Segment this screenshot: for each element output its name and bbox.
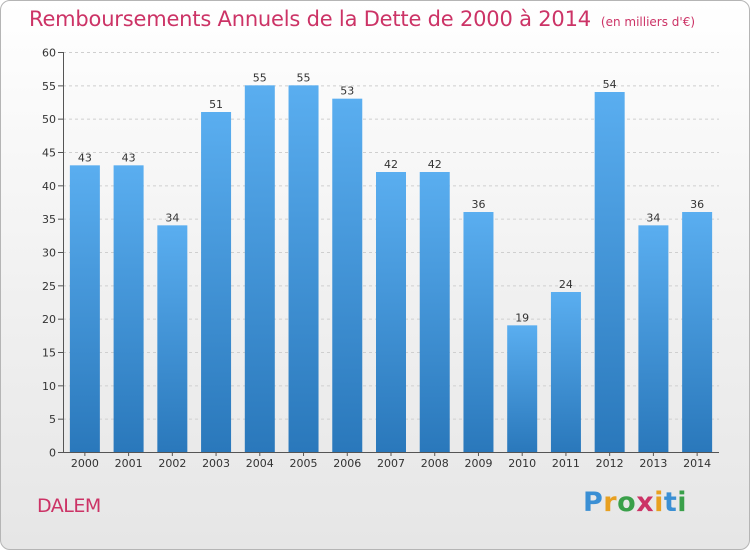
- data-label: 51: [209, 98, 223, 111]
- bar: [419, 172, 450, 452]
- data-label: 36: [690, 198, 704, 211]
- chart-title: Remboursements Annuels de la Dette de 20…: [29, 7, 591, 31]
- data-label: 42: [428, 158, 442, 171]
- labels: 43 43 34 51 55 55 53 42 42 36 19 24 54 34 36: [78, 71, 704, 324]
- logo-letter: o: [617, 487, 637, 518]
- bar: [201, 112, 232, 452]
- x-tick-label: 2002: [158, 457, 186, 470]
- x-tick-label: 2004: [246, 457, 274, 470]
- data-label: 55: [297, 71, 311, 84]
- x-tick-label: 2007: [377, 457, 405, 470]
- bar: [507, 325, 538, 452]
- data-label: 19: [515, 311, 529, 324]
- logo-letter: x: [636, 487, 655, 518]
- x-tick-label: 2014: [683, 457, 711, 470]
- bar: [682, 212, 713, 452]
- data-label: 34: [165, 211, 179, 224]
- y-tick-label: 15: [42, 347, 56, 360]
- bar: [244, 85, 275, 452]
- bar: [638, 225, 669, 452]
- bar: [463, 212, 494, 452]
- x-tick-label: 2006: [333, 457, 361, 470]
- data-label: 53: [340, 85, 354, 98]
- bar: [69, 165, 100, 453]
- y-tick-label: 20: [42, 313, 56, 326]
- x-tick-label: 2001: [115, 457, 143, 470]
- chart-unit: (en milliers d'€): [600, 15, 696, 29]
- data-label: 43: [78, 151, 92, 164]
- proxiti-logo: Proxiti: [583, 487, 687, 518]
- commune-name: DALEM: [37, 495, 101, 517]
- y-tick-label: 60: [42, 47, 56, 60]
- data-label: 34: [646, 211, 660, 224]
- x-tick-label: 2005: [290, 457, 318, 470]
- x-tick-label: 2013: [639, 457, 667, 470]
- y-tick-label: 5: [49, 413, 56, 426]
- y-tick-label: 25: [42, 280, 56, 293]
- bar: [594, 92, 625, 452]
- x-tick-label: 2000: [71, 457, 99, 470]
- bars: [69, 85, 713, 453]
- title-line: Remboursements Annuels de la Dette de 20…: [29, 7, 695, 31]
- y-tick-label: 55: [42, 80, 56, 93]
- y-tick-label: 45: [42, 147, 56, 160]
- data-label: 24: [559, 278, 573, 291]
- x-tick-label: 2009: [464, 457, 492, 470]
- y-tick-label: 40: [42, 180, 56, 193]
- data-label: 43: [122, 151, 136, 164]
- bar: [288, 85, 319, 452]
- logo-letter: i: [677, 487, 688, 518]
- y-tick-label: 10: [42, 380, 56, 393]
- logo-letter: i: [654, 487, 664, 518]
- data-label: 36: [471, 198, 485, 211]
- logo-letter: r: [603, 487, 618, 518]
- x-tick-label: 2011: [552, 457, 580, 470]
- data-label: 42: [384, 158, 398, 171]
- axes: 0 5 10 15 20 25 30 35 40 45 50 55 60 2000 2001 2002 2003…: [42, 47, 719, 470]
- x-tick-label: 2003: [202, 457, 230, 470]
- y-tick-label: 0: [49, 447, 56, 460]
- y-tick-label: 30: [42, 247, 56, 260]
- bar: [113, 165, 144, 453]
- bar: [550, 292, 581, 452]
- bar: [332, 98, 363, 453]
- y-tick-label: 35: [42, 213, 56, 226]
- x-tick-label: 2008: [421, 457, 449, 470]
- data-label: 55: [253, 71, 267, 84]
- bar: [157, 225, 188, 452]
- bar: [376, 172, 406, 452]
- y-tick-label: 50: [42, 113, 56, 126]
- logo-letter: t: [663, 487, 678, 518]
- data-label: 54: [603, 78, 617, 91]
- logo-letter: P: [583, 487, 604, 518]
- x-tick-label: 2012: [596, 457, 624, 470]
- x-tick-label: 2010: [508, 457, 536, 470]
